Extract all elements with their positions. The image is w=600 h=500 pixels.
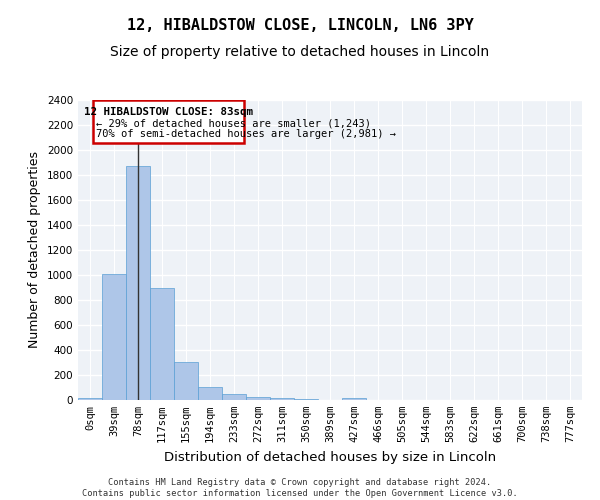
Bar [270,398,294,400]
Bar [342,398,366,400]
Bar [222,394,246,400]
Bar [174,362,198,400]
Bar [126,166,150,400]
Text: 70% of semi-detached houses are larger (2,981) →: 70% of semi-detached houses are larger (… [97,130,397,140]
Bar [246,397,270,400]
Text: 12, HIBALDSTOW CLOSE, LINCOLN, LN6 3PY: 12, HIBALDSTOW CLOSE, LINCOLN, LN6 3PY [127,18,473,32]
Text: Size of property relative to detached houses in Lincoln: Size of property relative to detached ho… [110,45,490,59]
X-axis label: Distribution of detached houses by size in Lincoln: Distribution of detached houses by size … [164,450,496,464]
Text: Contains HM Land Registry data © Crown copyright and database right 2024.
Contai: Contains HM Land Registry data © Crown c… [82,478,518,498]
FancyBboxPatch shape [93,100,244,142]
Text: 12 HIBALDSTOW CLOSE: 83sqm: 12 HIBALDSTOW CLOSE: 83sqm [84,107,253,117]
Bar [150,288,174,400]
Bar [102,274,126,400]
Text: ← 29% of detached houses are smaller (1,243): ← 29% of detached houses are smaller (1,… [97,118,371,128]
Bar [78,398,102,400]
Bar [198,387,222,400]
Y-axis label: Number of detached properties: Number of detached properties [28,152,41,348]
Bar [294,398,318,400]
